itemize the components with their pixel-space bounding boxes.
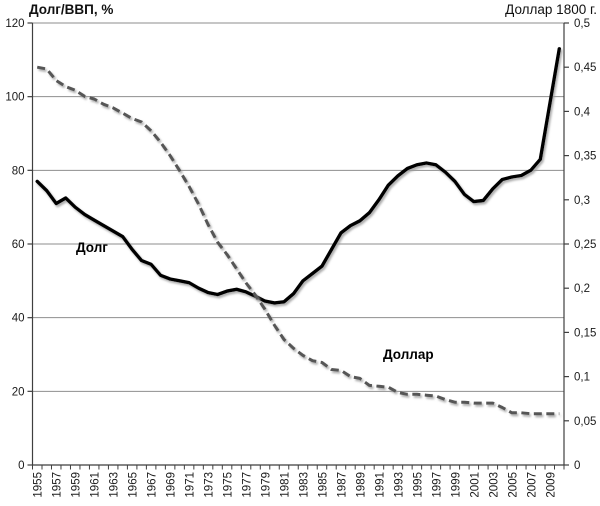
x-axis-tick-label: 1977	[242, 472, 254, 498]
x-axis-tick-label: 2003	[488, 472, 500, 498]
right-axis-tick-label: 0,05	[574, 416, 596, 428]
left-axis-tick-label: 80	[12, 165, 25, 177]
right-axis-tick-label: 0,25	[574, 239, 596, 251]
x-axis-tick-label: 1965	[128, 472, 140, 498]
right-axis-title: Доллар 1800 г.	[505, 2, 597, 17]
left-axis-tick-label: 0	[18, 460, 24, 472]
x-axis-tick-label: 1955	[33, 472, 45, 498]
x-axis-tick-label: 1985	[317, 472, 329, 498]
debt-line	[35, 47, 561, 305]
left-axis-tick-label: 100	[5, 92, 24, 104]
x-axis-tick-label: 2009	[545, 472, 557, 498]
x-axis-tick-label: 1971	[185, 472, 197, 498]
x-axis-tick-label: 2007	[526, 472, 538, 498]
x-axis-tick-label: 1973	[204, 472, 216, 498]
left-axis-tick-label: 40	[12, 313, 25, 325]
x-axis-tick-label: 1969	[166, 472, 178, 498]
debt-series-label: Долг	[76, 240, 108, 255]
x-axis-tick-label: 2001	[469, 472, 481, 498]
left-axis-tick-label: 20	[12, 386, 25, 398]
x-axis-tick-label: 1989	[355, 472, 367, 498]
x-axis-tick-label: 1983	[298, 472, 310, 498]
right-axis-tick-label: 0,3	[574, 195, 590, 207]
right-axis-tick-label: 0,2	[574, 283, 590, 295]
x-axis-tick-label: 1997	[431, 472, 443, 498]
x-axis-tick-label: 1975	[223, 472, 235, 498]
left-axis-tick-label: 60	[12, 239, 25, 251]
x-axis-tick-label: 1999	[450, 472, 462, 498]
x-axis-tick-label: 1981	[280, 472, 292, 498]
right-axis-tick-label: 0,35	[574, 151, 596, 163]
right-axis-tick-label: 0,5	[574, 18, 590, 30]
right-axis-tick-label: 0,15	[574, 327, 596, 339]
right-axis-tick-label: 0,45	[574, 62, 596, 74]
x-axis-tick-label: 1987	[336, 472, 348, 498]
x-axis-tick-label: 1961	[90, 472, 102, 498]
x-axis-tick-label: 1979	[261, 472, 273, 498]
x-axis-tick-label: 1957	[52, 472, 64, 498]
dollar-series-label: Доллар	[383, 347, 434, 362]
x-axis-tick-label: 2005	[507, 472, 519, 498]
x-axis-tick-label: 1967	[147, 472, 159, 498]
x-axis-tick-label: 1959	[71, 472, 83, 498]
right-axis-tick-label: 0	[574, 460, 580, 472]
dollar-line	[36, 65, 560, 416]
right-axis-tick-label: 0,4	[574, 106, 591, 118]
x-axis-tick-label: 1963	[109, 472, 121, 498]
x-axis-tick-label: 1993	[393, 472, 405, 498]
right-axis-tick-label: 0,1	[574, 372, 590, 384]
x-axis-tick-label: 1995	[412, 472, 424, 498]
left-axis-tick-label: 120	[5, 18, 24, 30]
left-axis-title: Долг/ВВП, %	[29, 2, 114, 17]
x-axis-tick-label: 1991	[374, 472, 386, 498]
